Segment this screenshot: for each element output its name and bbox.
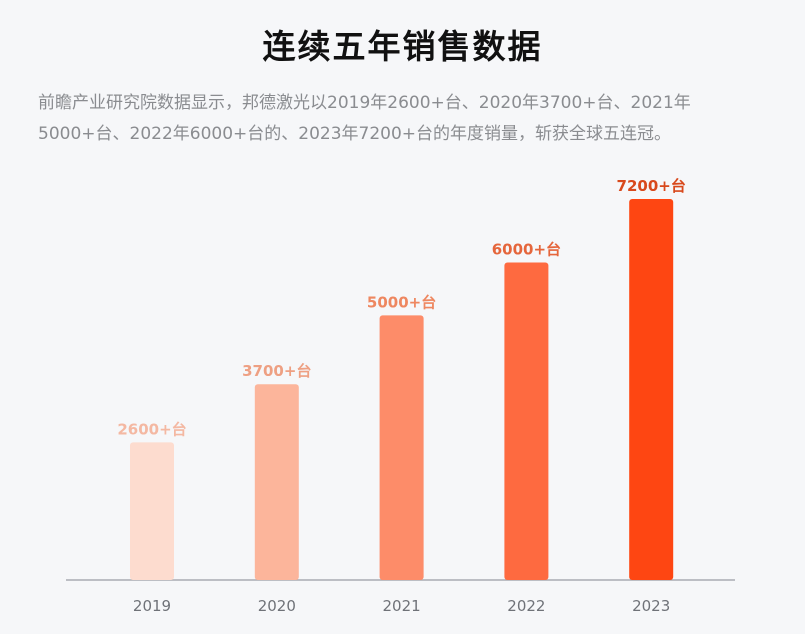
- x-tick-label-2019: 2019: [133, 597, 171, 615]
- x-tick-label-2022: 2022: [507, 597, 545, 615]
- bar-2021: [379, 315, 424, 580]
- data-label-2019: 2600+台: [117, 420, 186, 438]
- bar-2020: [254, 384, 299, 580]
- data-label-2023: 7200+台: [617, 177, 686, 195]
- data-label-2020: 3700+台: [242, 362, 311, 380]
- x-tick-label-2023: 2023: [632, 597, 670, 615]
- bar-2019: [130, 442, 174, 580]
- x-tick-label-2021: 2021: [383, 597, 421, 615]
- data-label-2021: 5000+台: [367, 293, 436, 311]
- bar-2022: [504, 262, 549, 580]
- page-title: 连续五年销售数据: [262, 27, 543, 66]
- data-label-2022: 6000+台: [492, 241, 561, 259]
- x-tick-label-2020: 2020: [258, 597, 296, 615]
- description-text: 前瞻产业研究院数据显示，邦德激光以2019年2600+台、2020年3700+台…: [38, 93, 691, 144]
- bar-2023: [629, 199, 674, 580]
